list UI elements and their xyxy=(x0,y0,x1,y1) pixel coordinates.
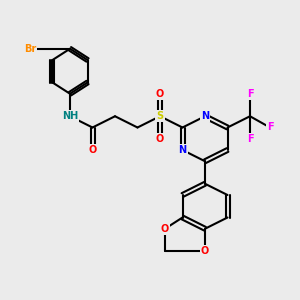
Text: F: F xyxy=(247,134,253,144)
Text: O: O xyxy=(156,134,164,144)
Text: Br: Br xyxy=(24,44,36,54)
Text: O: O xyxy=(161,224,169,234)
Text: N: N xyxy=(201,111,209,121)
Text: O: O xyxy=(156,89,164,99)
Text: N: N xyxy=(178,145,187,155)
Text: F: F xyxy=(267,122,273,133)
Text: O: O xyxy=(88,145,97,155)
Text: F: F xyxy=(247,89,253,99)
Text: NH: NH xyxy=(62,111,78,121)
Text: O: O xyxy=(201,246,209,256)
Text: S: S xyxy=(156,111,164,121)
